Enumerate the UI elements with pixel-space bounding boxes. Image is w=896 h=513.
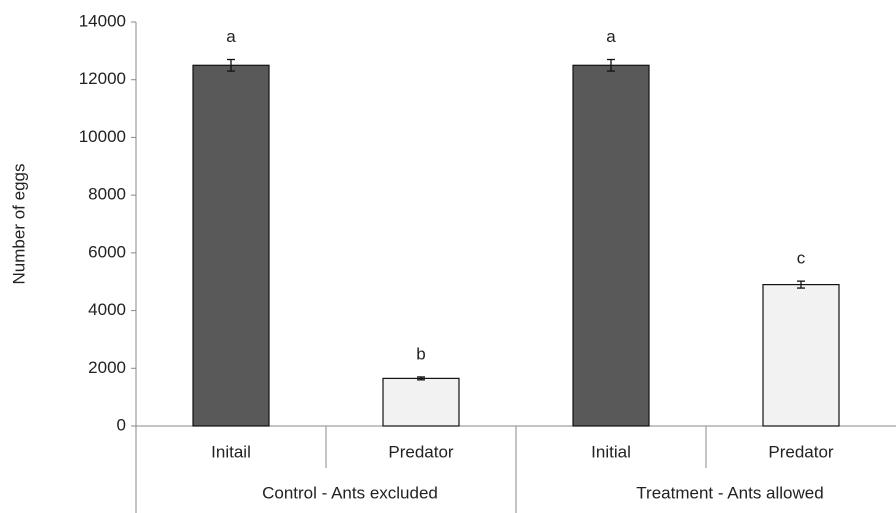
- y-tick-label: 4000: [88, 300, 126, 319]
- x-tick-label: Initail: [211, 442, 251, 461]
- annotation: a: [226, 27, 236, 46]
- y-tick-label: 6000: [88, 242, 126, 261]
- bar: [572, 64, 650, 427]
- bar: [382, 377, 460, 427]
- y-tick-label: 2000: [88, 358, 126, 377]
- y-tick-label: 12000: [79, 69, 126, 88]
- y-tick-label: 10000: [79, 127, 126, 146]
- annotation: c: [797, 249, 806, 268]
- group-label: Treatment - Ants allowed: [636, 483, 823, 502]
- y-axis-label: Number of eggs: [9, 164, 28, 285]
- error-bar: [797, 280, 805, 289]
- error-bar: [227, 58, 235, 72]
- annotation: b: [416, 344, 425, 363]
- x-tick-label: Predator: [768, 442, 834, 461]
- y-tick-label: 8000: [88, 185, 126, 204]
- error-bar: [417, 376, 425, 381]
- y-tick-label: 14000: [79, 11, 126, 30]
- y-tick-label: 0: [117, 415, 126, 434]
- bar: [192, 64, 270, 427]
- error-bar: [607, 58, 615, 72]
- x-tick-label: Initial: [591, 442, 631, 461]
- bar: [762, 284, 840, 427]
- annotation: a: [606, 27, 616, 46]
- group-label: Control - Ants excluded: [262, 483, 438, 502]
- x-tick-label: Predator: [388, 442, 454, 461]
